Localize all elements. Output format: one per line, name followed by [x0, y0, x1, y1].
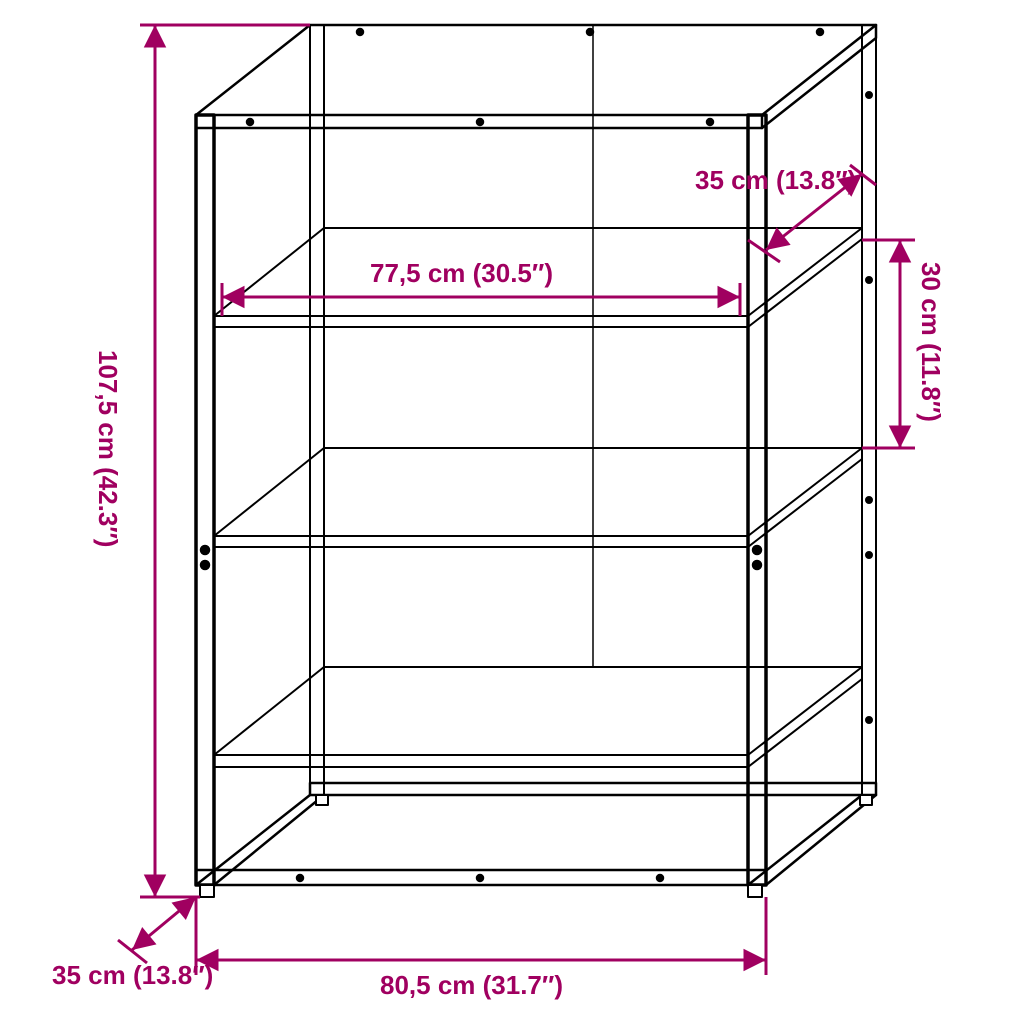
- dim-shelf-gap: [862, 240, 915, 448]
- shelf-unit: [196, 25, 876, 897]
- post-back-left: [310, 25, 324, 795]
- shelf-drawing: [0, 0, 1024, 1024]
- post-front-right: [748, 115, 766, 885]
- post-back-right: [862, 25, 876, 795]
- post-front-left: [196, 115, 214, 885]
- dim-depth-bottom: [118, 897, 196, 963]
- dim-width-bottom: [196, 897, 766, 975]
- label-shelf-gap: 30 cm (11.8″): [915, 262, 946, 422]
- label-shelf-width: 77,5 cm (30.5″): [370, 258, 553, 289]
- top-shelf: [196, 25, 876, 128]
- label-width-bottom: 80,5 cm (31.7″): [380, 970, 563, 1001]
- base-frame: [196, 783, 876, 885]
- label-depth-bottom: 35 cm (13.8″): [52, 960, 213, 991]
- label-depth-top: 35 cm (13.8″): [695, 165, 856, 196]
- label-height-total: 107,5 cm (42.3″): [92, 350, 123, 547]
- diagram-stage: 107,5 cm (42.3″) 35 cm (13.8″) 80,5 cm (…: [0, 0, 1024, 1024]
